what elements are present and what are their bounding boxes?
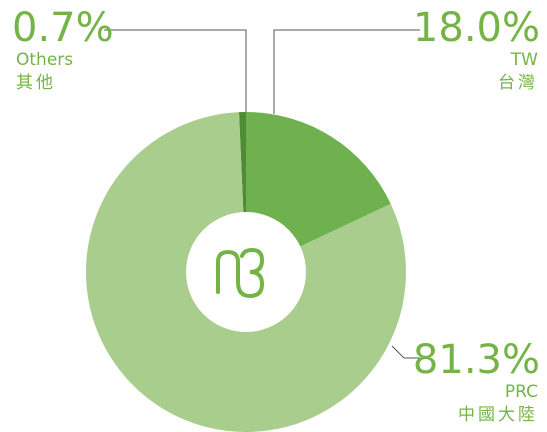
leader-line bbox=[104, 30, 246, 114]
category-label: PRC bbox=[505, 382, 538, 402]
donut-hole bbox=[186, 212, 306, 332]
category-label: Others bbox=[16, 50, 73, 70]
value-label: 0.7% bbox=[12, 5, 114, 51]
value-label: 81.3% bbox=[413, 337, 540, 383]
leader-line bbox=[274, 30, 420, 114]
category-label-zh: 其他 bbox=[16, 73, 56, 93]
chart: 0.7%Others 其他 18.0%TW 台灣 81.3%PRC 中國大陸 bbox=[0, 0, 547, 432]
category-label-zh: 台灣 bbox=[498, 73, 538, 93]
category-label: TW bbox=[510, 50, 538, 70]
value-label: 18.0% bbox=[413, 5, 540, 51]
category-label-zh: 中國大陸 bbox=[458, 405, 538, 425]
